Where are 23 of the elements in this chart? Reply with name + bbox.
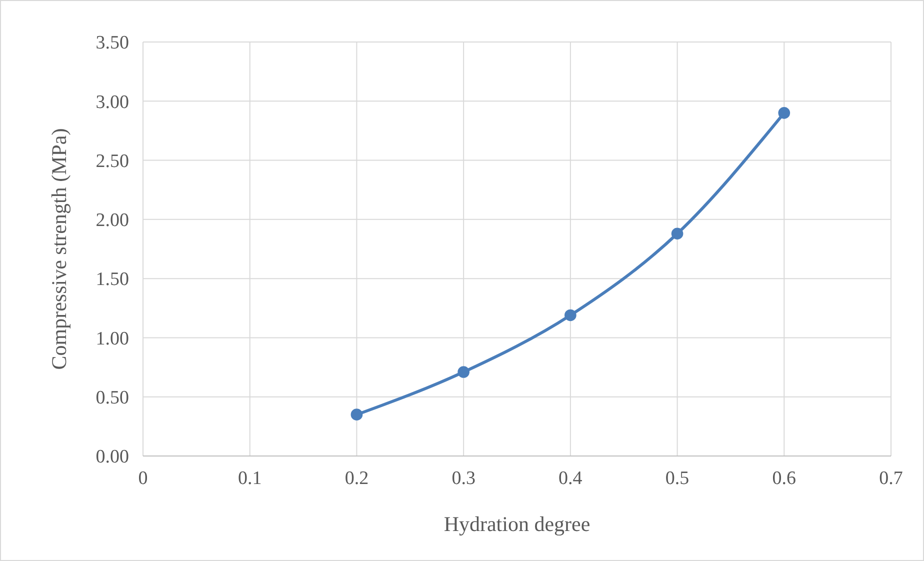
y-tick-label: 3.50: [96, 32, 129, 54]
y-tick-label: 2.00: [96, 210, 129, 232]
x-tick-label: 0.5: [665, 468, 690, 489]
x-tick-label: 0.6: [772, 468, 796, 489]
x-tick-label: 0.4: [558, 468, 583, 489]
point: [671, 228, 684, 240]
x-tick-label: 0.1: [238, 468, 262, 489]
y-tick-label: 1.50: [96, 269, 129, 290]
y-tick-label: 3.00: [96, 92, 129, 113]
y-tick-label: 0.00: [96, 446, 129, 468]
y-axis-title: Compressive strength (MPa): [47, 128, 71, 370]
point: [350, 408, 363, 421]
x-tick-label: 0.7: [879, 468, 903, 489]
y-tick-label: 0.50: [96, 388, 129, 409]
x-tick-label: 0.3: [452, 468, 476, 489]
x-tick-label: 0: [138, 468, 148, 489]
x-axis-title: Hydration degree: [444, 512, 590, 536]
point: [458, 366, 470, 378]
point: [564, 309, 576, 322]
x-tick-label: 0.2: [344, 468, 369, 489]
y-tick-label: 1.00: [96, 328, 129, 350]
point: [778, 107, 790, 119]
y-tick-label: 2.50: [96, 150, 129, 172]
